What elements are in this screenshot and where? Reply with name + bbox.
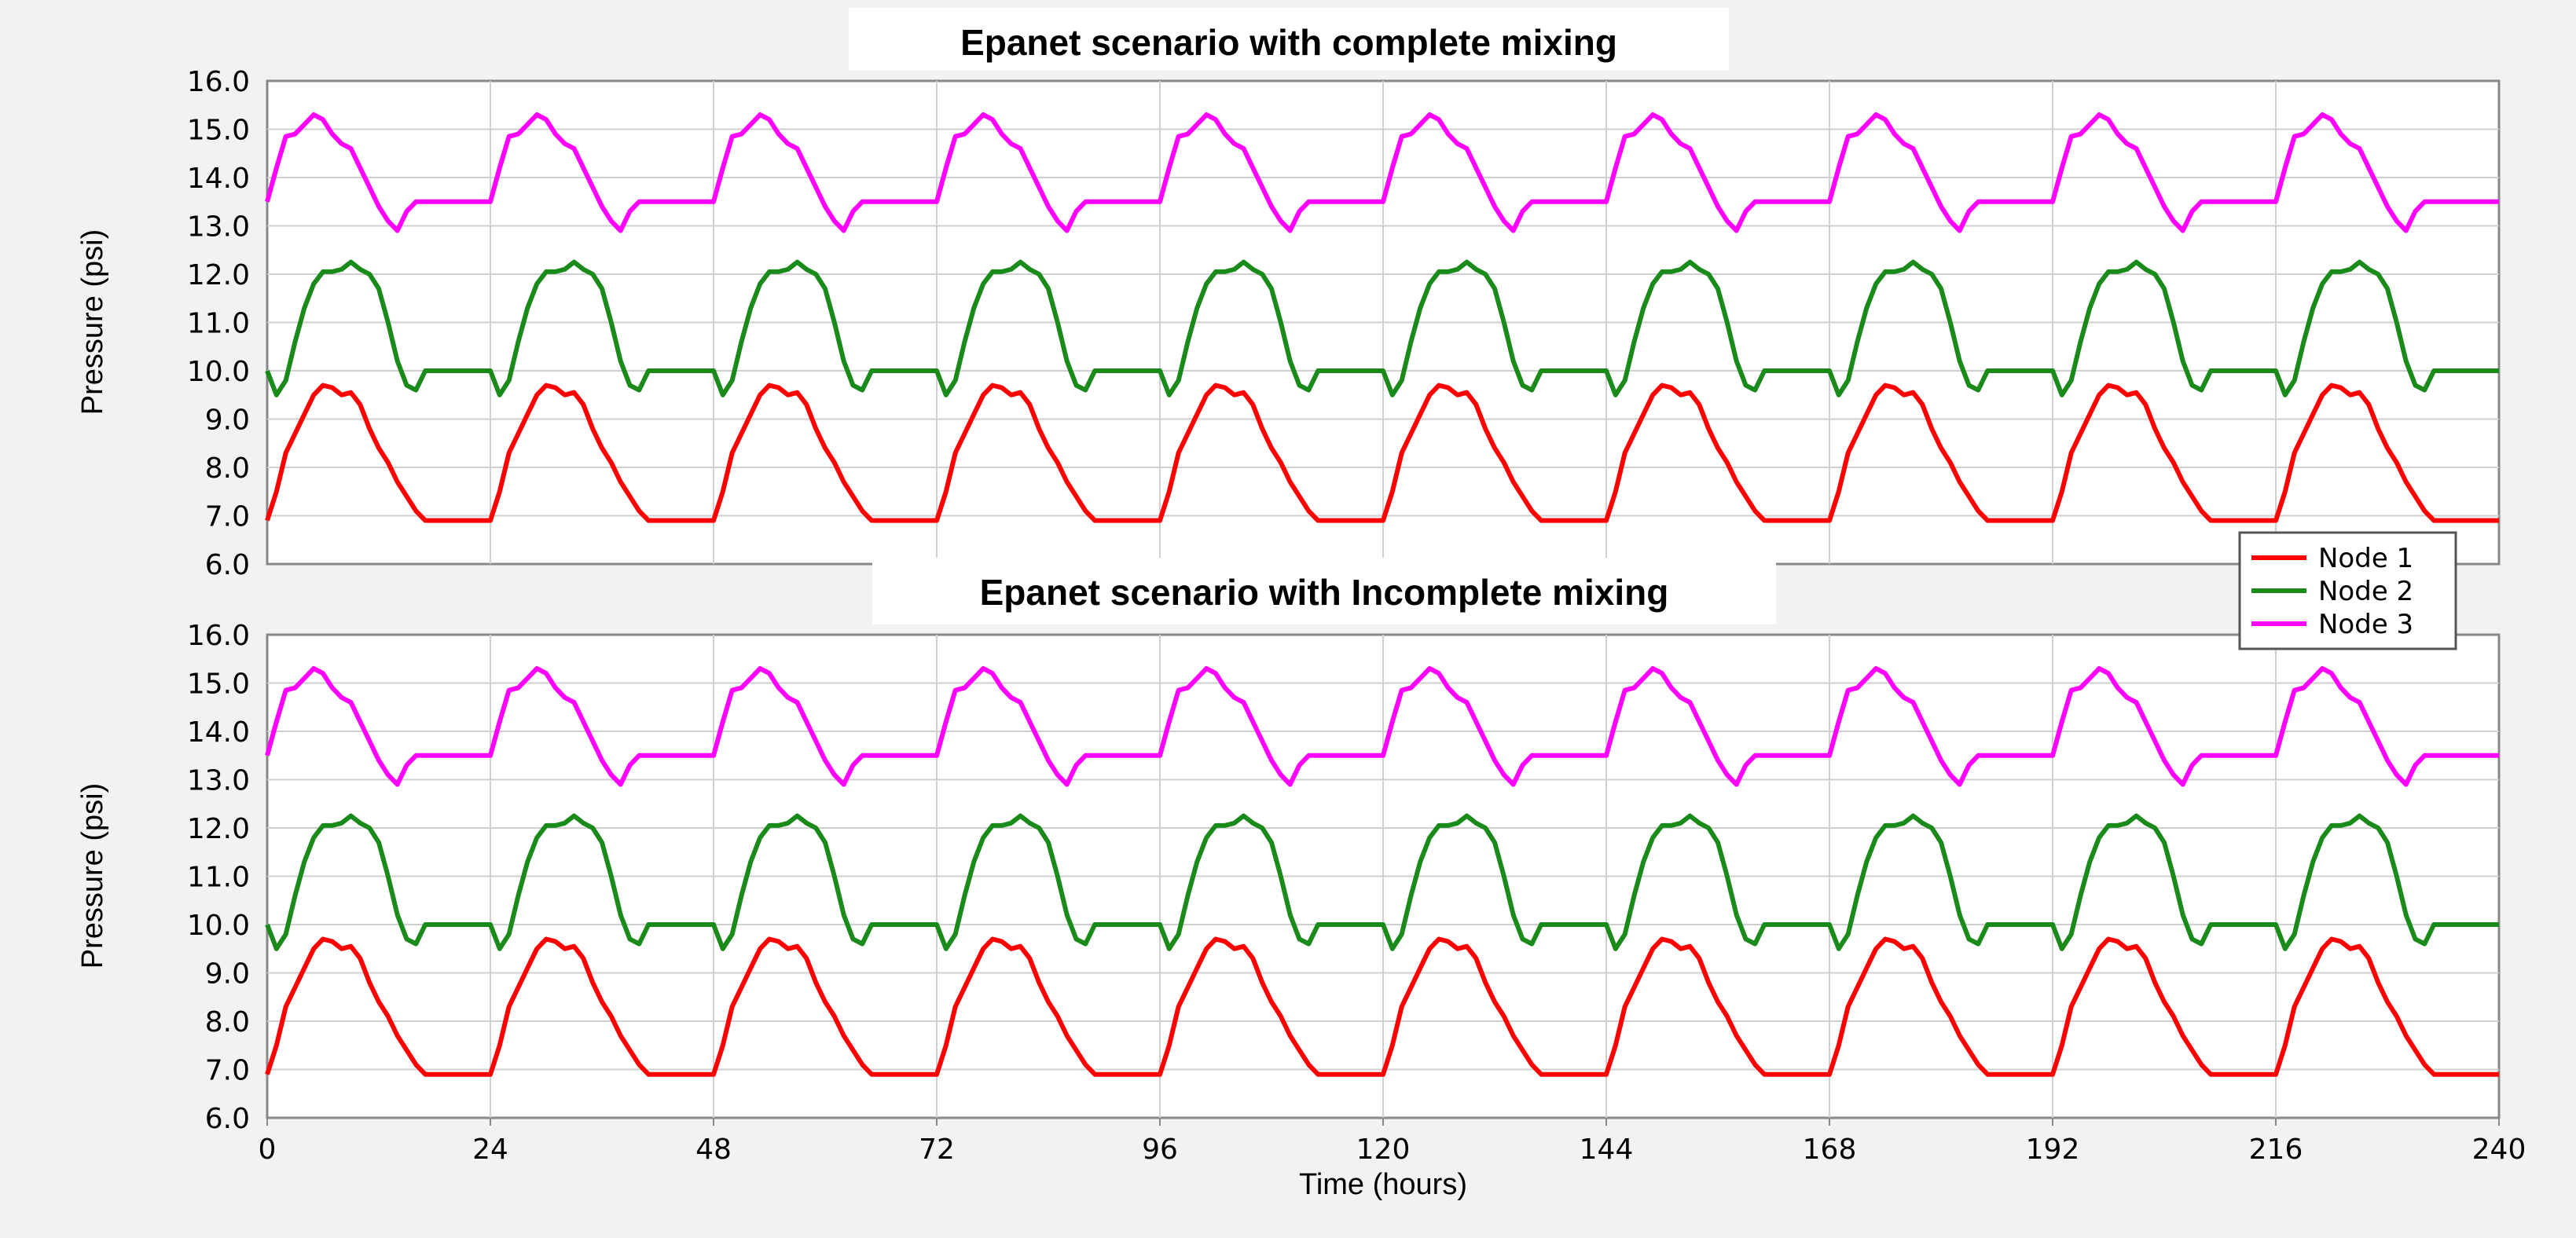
- bottom-y-tick-9.0: 9.0: [205, 958, 250, 991]
- top-series-node-1: [265, 383, 2499, 523]
- top-chart-title-bg: [849, 8, 1729, 71]
- top-grid: [267, 81, 2499, 564]
- top-y-tick-16.0: 16.0: [187, 66, 250, 98]
- bottom-y-tick-13.0: 13.0: [187, 765, 250, 797]
- bottom-y-tick-12.0: 12.0: [187, 813, 250, 845]
- top-chart-title: Epanet scenario with complete mixing: [960, 22, 1617, 63]
- bottom-series-lines: [265, 666, 2499, 1077]
- top-y-axis-title: Pressure (psi): [76, 229, 109, 416]
- bottom-y-axis-title: Pressure (psi): [76, 783, 109, 969]
- top-y-tick-10.0: 10.0: [187, 356, 250, 388]
- x-tick-240: 240: [2472, 1134, 2526, 1166]
- top-y-tick-13.0: 13.0: [187, 211, 250, 244]
- bottom-y-tick-labels: 6.0 7.0 8.0 9.0 10.0 11.0 12.0 13.0 14.0 15.0 16.0: [187, 620, 250, 1135]
- bottom-chart-title: Epanet scenario with Incomplete mixing: [980, 572, 1669, 613]
- top-series-lines: [265, 112, 2499, 523]
- top-y-tick-9.0: 9.0: [205, 405, 250, 437]
- x-tick-216: 216: [2249, 1134, 2303, 1166]
- top-y-tick-14.0: 14.0: [187, 163, 250, 195]
- top-series-node-3: [265, 112, 2499, 233]
- x-tick-48: 48: [695, 1134, 732, 1166]
- bottom-y-tick-8.0: 8.0: [205, 1006, 250, 1038]
- top-chart-panel: Epanet scenario with complete mixing 6.0…: [76, 8, 2501, 581]
- legend-label-node-2: Node 2: [2318, 576, 2413, 607]
- bottom-series-node-3: [265, 666, 2499, 787]
- top-y-tick-11.0: 11.0: [187, 308, 250, 340]
- bottom-chart-panel: Epanet scenario with Incomplete mixing 6…: [76, 558, 2501, 1135]
- top-y-tick-12.0: 12.0: [187, 259, 250, 291]
- x-tick-144: 144: [1580, 1134, 1634, 1166]
- x-axis-title: Time (hours): [1299, 1168, 1467, 1201]
- bottom-y-tick-16.0: 16.0: [187, 620, 250, 652]
- bottom-series-node-2: [265, 813, 2499, 951]
- x-tick-192: 192: [2026, 1134, 2080, 1166]
- x-tick-72: 72: [919, 1134, 955, 1166]
- bottom-y-tick-15.0: 15.0: [187, 668, 250, 701]
- bottom-y-tick-7.0: 7.0: [205, 1055, 250, 1087]
- x-tick-24: 24: [472, 1134, 508, 1166]
- top-y-tick-15.0: 15.0: [187, 115, 250, 147]
- top-y-tick-6.0: 6.0: [205, 549, 250, 581]
- x-tick-0: 0: [259, 1134, 277, 1166]
- top-y-tick-labels: 6.0 7.0 8.0 9.0 10.0 11.0 12.0 13.0 14.0 15.0 16.0: [187, 66, 250, 581]
- top-y-tick-8.0: 8.0: [205, 452, 250, 485]
- top-series-node-2: [265, 259, 2499, 397]
- x-tick-120: 120: [1356, 1134, 1411, 1166]
- x-tick-168: 168: [1803, 1134, 1857, 1166]
- legend-label-node-3: Node 3: [2318, 609, 2413, 640]
- legend: Node 1 Node 2 Node 3: [2238, 531, 2457, 650]
- bottom-y-tick-11.0: 11.0: [187, 862, 250, 894]
- bottom-chart-title-bg: [872, 558, 1776, 624]
- top-y-tick-7.0: 7.0: [205, 501, 250, 533]
- bottom-y-tick-10.0: 10.0: [187, 910, 250, 942]
- legend-label-node-1: Node 1: [2318, 543, 2413, 574]
- bottom-y-tick-14.0: 14.0: [187, 716, 250, 749]
- bottom-grid: [267, 635, 2499, 1118]
- x-tick-labels: 0 24 48 72 96 120 144 168 192 216 240: [259, 1118, 2526, 1166]
- x-tick-96: 96: [1142, 1134, 1178, 1166]
- bottom-series-node-1: [265, 936, 2499, 1077]
- bottom-y-tick-6.0: 6.0: [205, 1103, 250, 1135]
